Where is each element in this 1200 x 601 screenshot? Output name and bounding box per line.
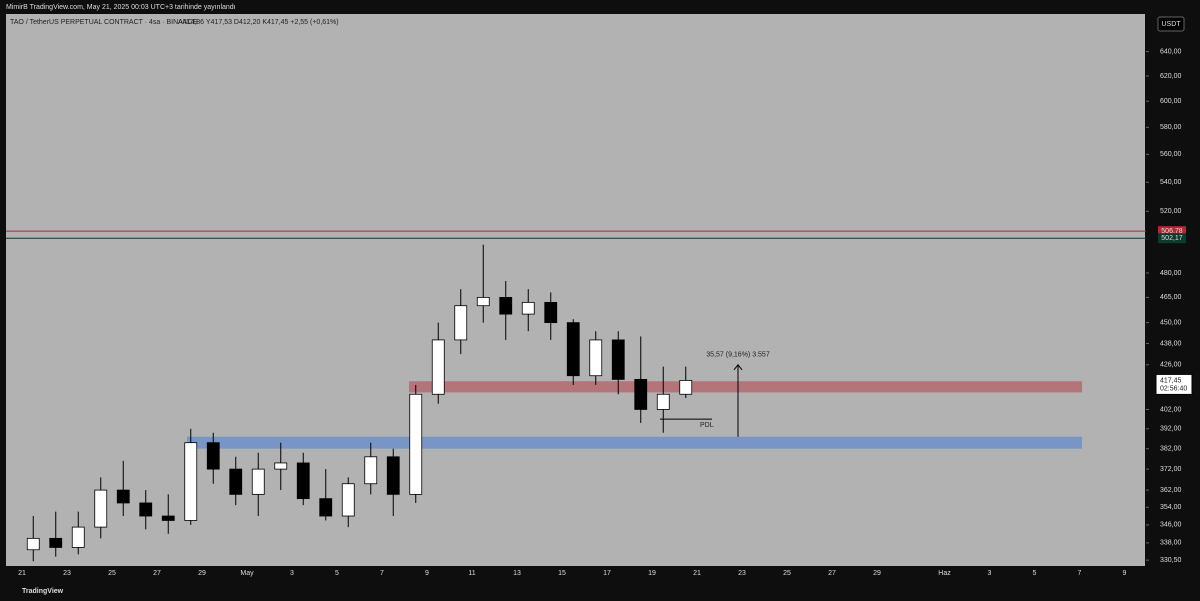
y-tick-label: 402,00 — [1160, 406, 1182, 413]
candle-body — [161, 515, 175, 521]
pdl-label: PDL — [700, 422, 714, 429]
x-tick-label: 7 — [1078, 570, 1082, 577]
candle-body — [386, 456, 400, 495]
y-tick-label: 520,00 — [1160, 208, 1182, 215]
candle-body — [71, 526, 85, 548]
countdown: 02:56:40 — [1160, 385, 1187, 392]
ohlc: A414,86 Y417,53 D412,20 K417,45 +2,55 (+… — [178, 19, 339, 26]
candle-body — [476, 296, 490, 307]
candle-body — [26, 537, 40, 551]
y-tick-label: 438,00 — [1160, 340, 1182, 347]
y-tick-label: 480,00 — [1160, 270, 1182, 277]
candle-body — [116, 489, 130, 504]
candle-body — [274, 462, 288, 470]
y-tick-label: 540,00 — [1160, 179, 1182, 186]
candle-body — [499, 296, 513, 315]
candle-body — [589, 339, 603, 377]
x-tick-label: 29 — [198, 570, 206, 577]
level-label: 506,78 — [1161, 228, 1183, 235]
x-tick-label: 23 — [738, 570, 746, 577]
x-tick-label: 27 — [153, 570, 161, 577]
candle-body — [656, 393, 670, 410]
candle-body — [139, 502, 153, 517]
x-tick-label: 21 — [18, 570, 26, 577]
x-tick-label: 7 — [380, 570, 384, 577]
y-tick-label: 372,00 — [1160, 466, 1182, 473]
y-tick-label: 450,00 — [1160, 319, 1182, 326]
candle-body — [251, 468, 265, 495]
x-tick-label: 9 — [425, 570, 429, 577]
x-tick-label: May — [240, 570, 254, 577]
candle-body — [206, 442, 220, 470]
y-tick-label: 346,00 — [1160, 522, 1182, 529]
y-tick-label: 354,00 — [1160, 504, 1182, 511]
candle-body — [296, 462, 310, 500]
plot-area — [6, 14, 1145, 566]
y-tick-label: 640,00 — [1160, 48, 1182, 55]
candle-body — [521, 301, 535, 315]
x-tick-label: 15 — [558, 570, 566, 577]
x-tick-label: 3 — [988, 570, 992, 577]
y-tick-label: 382,00 — [1160, 446, 1182, 453]
y-tick-label: 426,00 — [1160, 362, 1182, 369]
x-tick-label: Haz — [938, 570, 951, 577]
y-tick-label: 620,00 — [1160, 73, 1182, 80]
candle-body — [319, 498, 333, 517]
candle-body — [229, 468, 243, 495]
level-label: 502,17 — [1161, 235, 1183, 242]
y-tick-label: 362,00 — [1160, 487, 1182, 494]
candle-body — [49, 537, 63, 548]
currency[interactable]: USDT — [1161, 21, 1181, 28]
zone — [409, 381, 1082, 393]
arrow-head — [733, 364, 743, 371]
candle-body — [431, 339, 445, 395]
currency-box[interactable] — [1157, 16, 1185, 32]
last-price: 417,45 — [1160, 377, 1182, 384]
x-tick-label: 3 — [290, 570, 294, 577]
y-tick-label: 465,00 — [1160, 294, 1182, 301]
candle-body — [409, 393, 423, 495]
candle-body — [94, 489, 108, 528]
x-tick-label: 21 — [693, 570, 701, 577]
x-tick-label: 29 — [873, 570, 881, 577]
header: MimirB TradingView.com, May 21, 2025 00:… — [6, 4, 236, 11]
candle-body — [364, 456, 378, 485]
measure-label: 35,57 (9,16%) 3.557 — [706, 352, 770, 359]
candle-body — [184, 442, 198, 521]
x-tick-label: 13 — [513, 570, 521, 577]
chart-title: TAO / TetherUS PERPETUAL CONTRACT · 4sa … — [10, 19, 198, 26]
x-tick-label: 19 — [648, 570, 656, 577]
candle-body — [566, 322, 580, 377]
level-box — [1158, 233, 1186, 244]
y-tick-label: 338,00 — [1160, 540, 1182, 547]
y-tick-label: 560,00 — [1160, 151, 1182, 158]
footer: TradingView — [22, 588, 64, 595]
candle-body — [544, 301, 558, 324]
x-tick-label: 25 — [108, 570, 116, 577]
x-tick-label: 25 — [783, 570, 791, 577]
x-tick-label: 9 — [1123, 570, 1127, 577]
x-tick-label: 5 — [1033, 570, 1037, 577]
y-tick-label: 392,00 — [1160, 426, 1182, 433]
candle-body — [679, 380, 693, 395]
x-tick-label: 5 — [335, 570, 339, 577]
x-tick-label: 17 — [603, 570, 611, 577]
y-tick-label: 600,00 — [1160, 98, 1182, 105]
candle-body — [454, 305, 468, 341]
last-price-box — [1155, 373, 1193, 395]
x-tick-label: 27 — [828, 570, 836, 577]
zone — [187, 436, 1082, 449]
x-tick-label: 23 — [63, 570, 71, 577]
y-tick-label: 580,00 — [1160, 124, 1182, 131]
candle-body — [341, 483, 355, 517]
y-tick-label: 330,50 — [1160, 557, 1182, 564]
level-box — [1158, 226, 1186, 237]
candle-body — [634, 378, 648, 410]
candle-body — [611, 339, 625, 380]
x-tick-label: 11 — [468, 570, 475, 577]
